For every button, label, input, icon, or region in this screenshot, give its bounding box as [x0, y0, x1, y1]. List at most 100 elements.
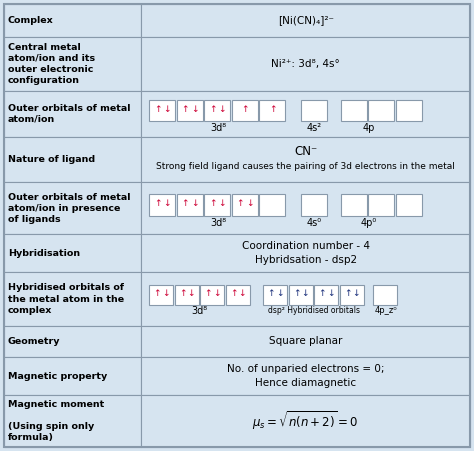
Bar	[264, 285, 287, 305]
Bar	[226, 285, 250, 305]
Text: Central metal
atom/ion and its
outer electronic
configuration: Central metal atom/ion and its outer ele…	[8, 42, 95, 85]
Bar	[4, 4, 141, 37]
Bar	[259, 194, 285, 216]
Text: 4s⁰: 4s⁰	[306, 218, 321, 228]
Text: ↓: ↓	[162, 289, 170, 298]
Bar	[177, 194, 203, 216]
Text: ↓: ↓	[276, 289, 283, 298]
Text: ↑: ↑	[230, 289, 237, 298]
Bar	[141, 91, 470, 137]
Text: Hybridised orbitals of
the metal atom in the
complex: Hybridised orbitals of the metal atom in…	[8, 283, 124, 315]
Bar	[301, 100, 327, 121]
Bar	[374, 285, 398, 305]
Text: 4p: 4p	[362, 123, 374, 133]
Text: ↑: ↑	[319, 289, 326, 298]
Text: ↓: ↓	[219, 199, 226, 207]
Text: ↑: ↑	[182, 105, 189, 114]
Text: Outer orbitals of metal
atom/ion: Outer orbitals of metal atom/ion	[8, 104, 130, 124]
Bar	[4, 234, 141, 272]
Bar	[341, 194, 367, 216]
Bar	[141, 234, 470, 272]
Text: Magnetic moment

(Using spin only
formula): Magnetic moment (Using spin only formula…	[8, 400, 104, 442]
Text: ↑: ↑	[204, 289, 212, 298]
Bar	[149, 194, 175, 216]
Bar	[340, 285, 364, 305]
Text: ↓: ↓	[246, 199, 254, 207]
Text: Ni²⁺: 3d⁸, 4s°: Ni²⁺: 3d⁸, 4s°	[271, 59, 340, 69]
Bar	[141, 37, 470, 91]
Text: Hybridisation: Hybridisation	[8, 249, 80, 258]
Text: ↓: ↓	[164, 105, 171, 114]
Text: 4p⁰: 4p⁰	[360, 218, 377, 228]
Bar	[368, 194, 394, 216]
Text: [Ni(CN)₄]²⁻: [Ni(CN)₄]²⁻	[278, 15, 334, 25]
Bar	[4, 357, 141, 395]
Text: 3d⁸: 3d⁸	[210, 218, 226, 228]
Bar	[141, 182, 470, 234]
Text: Complex: Complex	[8, 16, 54, 25]
Text: CN⁻: CN⁻	[294, 145, 318, 158]
Bar	[396, 194, 422, 216]
Text: ↓: ↓	[301, 289, 309, 298]
Text: ↓: ↓	[188, 289, 195, 298]
Text: ↓: ↓	[327, 289, 335, 298]
Bar	[232, 194, 258, 216]
Bar	[149, 100, 175, 121]
Text: ↑: ↑	[237, 199, 244, 207]
Bar	[141, 137, 470, 182]
Bar	[201, 285, 225, 305]
Text: Square planar: Square planar	[269, 336, 342, 346]
Text: ↑: ↑	[241, 105, 249, 114]
Text: ↓: ↓	[238, 289, 246, 298]
Text: ↑: ↑	[154, 105, 162, 114]
Bar	[4, 137, 141, 182]
Text: ↑: ↑	[154, 199, 162, 207]
Text: ↑: ↑	[182, 199, 189, 207]
Text: Outer orbitals of metal
atom/ion in presence
of ligands: Outer orbitals of metal atom/ion in pres…	[8, 193, 130, 224]
Bar	[368, 100, 394, 121]
Bar	[4, 182, 141, 234]
Text: ↑: ↑	[154, 289, 161, 298]
Text: 4s²: 4s²	[306, 123, 321, 133]
Bar	[301, 194, 327, 216]
Bar	[4, 37, 141, 91]
Text: ↓: ↓	[164, 199, 171, 207]
Bar	[177, 100, 203, 121]
Bar	[4, 395, 141, 447]
Bar	[141, 4, 470, 37]
Bar	[4, 326, 141, 357]
Text: ↑: ↑	[209, 105, 217, 114]
Bar	[149, 285, 173, 305]
Bar	[4, 91, 141, 137]
Text: $\mu_s = \sqrt{n(n+2)} = 0$: $\mu_s = \sqrt{n(n+2)} = 0$	[253, 410, 359, 433]
Text: ↑: ↑	[344, 289, 351, 298]
Bar	[232, 100, 258, 121]
Bar	[259, 100, 285, 121]
Text: 3d⁸: 3d⁸	[191, 306, 208, 316]
Bar	[204, 100, 230, 121]
Bar	[289, 285, 313, 305]
Text: 3d⁸: 3d⁸	[210, 123, 226, 133]
Bar	[141, 326, 470, 357]
Text: 4p_z⁰: 4p_z⁰	[374, 306, 397, 315]
Text: ↓: ↓	[353, 289, 360, 298]
Bar	[141, 272, 470, 326]
Text: ↑: ↑	[209, 199, 217, 207]
Text: ↑: ↑	[179, 289, 186, 298]
Text: Strong field ligand causes the pairing of 3d electrons in the metal: Strong field ligand causes the pairing o…	[156, 162, 455, 171]
Bar	[396, 100, 422, 121]
Text: dsp² Hybridised orbitals: dsp² Hybridised orbitals	[268, 306, 360, 315]
Text: Geometry: Geometry	[8, 337, 61, 346]
Bar	[141, 395, 470, 447]
Text: Coordination number - 4
Hybridsation - dsp2: Coordination number - 4 Hybridsation - d…	[242, 241, 370, 265]
Text: ↑: ↑	[293, 289, 301, 298]
Bar	[4, 272, 141, 326]
Text: ↓: ↓	[219, 105, 226, 114]
Text: ↑: ↑	[269, 105, 276, 114]
Bar	[314, 285, 338, 305]
Text: ↓: ↓	[191, 199, 199, 207]
Bar	[141, 357, 470, 395]
Bar	[175, 285, 199, 305]
Bar	[204, 194, 230, 216]
Text: Magnetic property: Magnetic property	[8, 372, 107, 381]
